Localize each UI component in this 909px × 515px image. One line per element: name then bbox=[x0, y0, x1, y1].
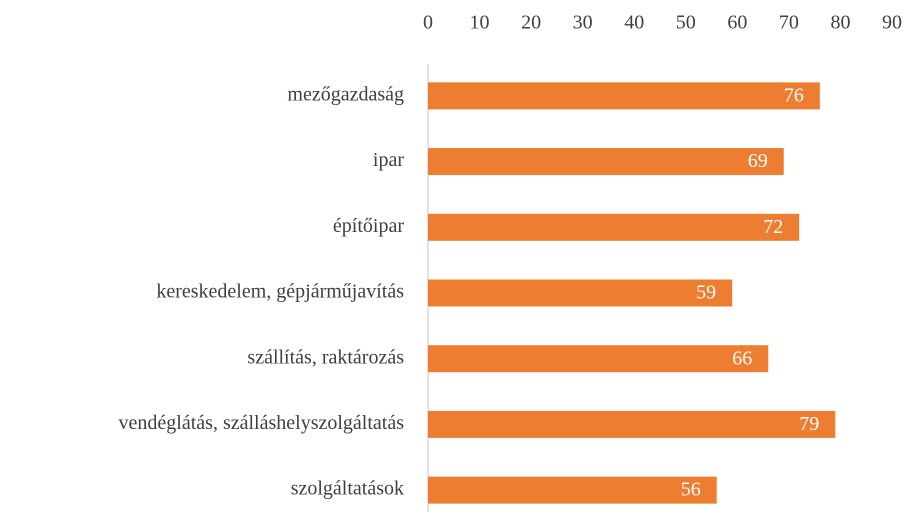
x-tick-label: 80 bbox=[830, 12, 850, 34]
x-tick-label: 60 bbox=[727, 12, 747, 34]
x-tick-label: 30 bbox=[573, 12, 593, 34]
y-tick-label: építőipar bbox=[333, 215, 404, 237]
y-tick-label: vendéglátás, szálláshelyszolgáltatás bbox=[119, 412, 405, 434]
bar bbox=[428, 279, 733, 307]
data-label: 69 bbox=[748, 150, 768, 172]
data-label: 59 bbox=[696, 282, 716, 304]
bar bbox=[428, 345, 769, 373]
data-label: 66 bbox=[732, 347, 752, 369]
bar bbox=[428, 82, 820, 110]
data-label: 79 bbox=[799, 413, 819, 435]
y-tick-label: szolgáltatások bbox=[291, 478, 404, 500]
y-tick-label: szállítás, raktározás bbox=[247, 346, 404, 368]
bar bbox=[428, 213, 800, 241]
x-tick-label: 20 bbox=[521, 12, 541, 34]
data-label: 56 bbox=[681, 479, 701, 501]
data-label: 72 bbox=[763, 216, 783, 238]
x-tick-label: 50 bbox=[676, 12, 696, 34]
data-label: 76 bbox=[784, 84, 804, 106]
x-tick-label: 40 bbox=[624, 12, 644, 34]
y-tick-label: mezőgazdaság bbox=[287, 83, 404, 105]
bar bbox=[428, 410, 836, 438]
x-tick-label: 0 bbox=[423, 12, 433, 34]
y-tick-label: ipar bbox=[373, 149, 404, 171]
bar bbox=[428, 476, 717, 504]
y-tick-label: kereskedelem, gépjárműjavítás bbox=[156, 281, 404, 303]
bar bbox=[428, 148, 784, 176]
x-tick-label: 90 bbox=[882, 12, 902, 34]
x-tick-label: 10 bbox=[470, 12, 490, 34]
x-tick-label: 70 bbox=[779, 12, 799, 34]
